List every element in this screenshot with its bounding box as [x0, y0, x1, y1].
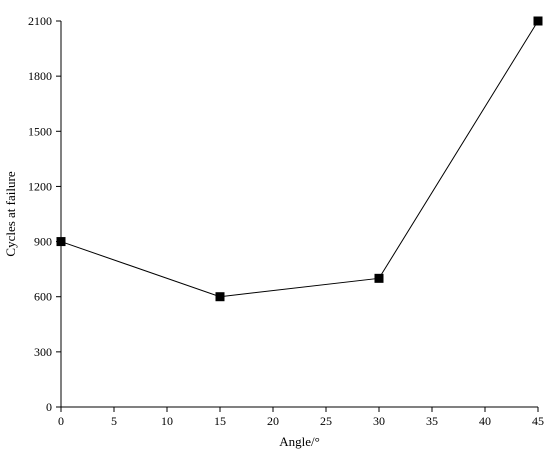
series-line — [60, 20, 539, 298]
data-point-marker — [374, 273, 384, 283]
y-tick-label: 300 — [34, 345, 52, 359]
x-ticks: 0 5 10 15 20 25 30 35 40 45 — [58, 407, 544, 428]
axes — [60, 21, 538, 408]
x-tick-label: 10 — [161, 414, 173, 428]
series-layer — [56, 16, 543, 302]
y-tick-label: 0 — [46, 400, 52, 414]
data-point-marker — [56, 237, 66, 247]
y-tick-label: 1800 — [28, 69, 52, 83]
x-tick-label: 15 — [214, 414, 226, 428]
x-tick-label: 35 — [426, 414, 438, 428]
data-point-marker — [215, 292, 225, 302]
x-tick-label: 25 — [320, 414, 332, 428]
x-tick-label: 0 — [58, 414, 64, 428]
y-tick-label: 600 — [34, 290, 52, 304]
x-tick-label: 45 — [532, 414, 544, 428]
y-tick-label: 900 — [34, 235, 52, 249]
x-tick-label: 30 — [373, 414, 385, 428]
x-tick-label: 20 — [267, 414, 279, 428]
y-axis-title: Cycles at failure — [3, 171, 18, 256]
y-tick-label: 1500 — [28, 124, 52, 138]
y-ticks: 0 300 600 900 1200 1500 1800 2100 — [28, 14, 61, 414]
data-point-marker — [533, 16, 543, 26]
x-axis-title: Angle/° — [279, 434, 320, 449]
y-tick-label: 2100 — [28, 14, 52, 28]
x-tick-label: 40 — [479, 414, 491, 428]
x-tick-label: 5 — [111, 414, 117, 428]
y-tick-label: 1200 — [28, 179, 52, 193]
